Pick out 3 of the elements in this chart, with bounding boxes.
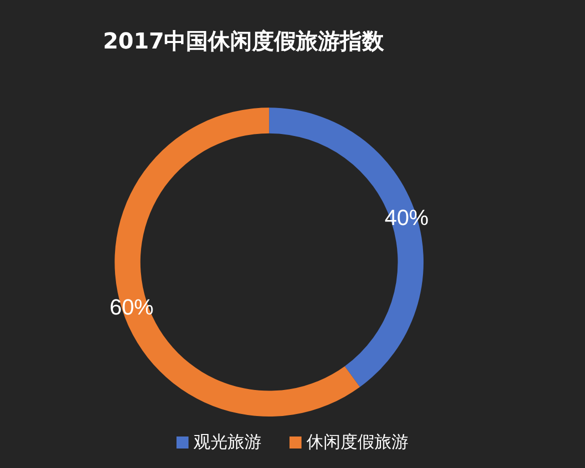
legend-label: 休闲度假旅游 — [306, 432, 408, 452]
chart-title: 2017中国休闲度假旅游指数 — [103, 28, 386, 54]
legend-label: 观光旅游 — [194, 432, 262, 452]
